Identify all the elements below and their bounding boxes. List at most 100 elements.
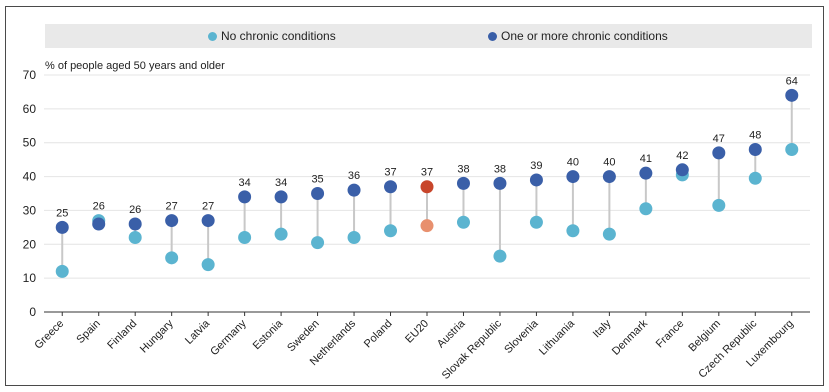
point-no-chronic-slovak-republic [493,249,507,263]
point-no-chronic-estonia [274,227,288,241]
point-one-or-more-denmark [639,166,653,180]
point-one-or-more-luxembourg [785,88,799,102]
point-no-chronic-greece [55,264,69,278]
point-one-or-more-poland [384,180,398,194]
x-tick-label-finland: Finland [105,318,139,352]
x-tick-label-france: France [654,318,687,351]
y-axis-title: % of people aged 50 years and older [45,60,225,72]
data-label-hungary: 27 [166,201,178,213]
data-label-finland: 26 [129,204,141,216]
x-tick-label-austria: Austria [435,317,468,350]
data-label-italy: 40 [603,157,615,169]
y-tick-label-70: 70 [23,68,37,82]
point-no-chronic-slovenia [529,215,543,229]
point-one-or-more-france [675,163,689,177]
point-no-chronic-poland [384,224,398,238]
y-tick-label-0: 0 [29,305,36,319]
x-tick-label-italy: Italy [591,317,614,340]
y-axis: 0 10 20 30 40 50 60 70 [23,68,37,319]
x-tick-label-belgium: Belgium [686,318,723,355]
data-label-germany: 34 [238,177,250,189]
point-one-or-more-austria [456,176,470,190]
data-label-slovak-republic: 38 [494,163,506,175]
data-label-belgium: 47 [713,133,725,145]
x-tick-label-latvia: Latvia [183,317,213,347]
point-one-or-more-estonia [274,190,288,204]
y-tick-label-20: 20 [23,237,37,251]
chart-frame [5,6,824,386]
legend-marker-one-or-more [488,31,497,41]
legend-item-no-chronic: No chronic conditions [208,29,336,43]
x-tick-label-eu20: EU20 [403,318,431,346]
y-tick-label-60: 60 [23,102,37,116]
x-tick-label-lithuania: Lithuania [537,317,578,358]
point-one-or-more-slovak-republic [493,176,507,190]
point-one-or-more-belgium [712,146,726,160]
point-one-or-more-hungary [165,214,179,228]
y-tick-label-40: 40 [23,170,37,184]
legend-label-one-or-more: One or more chronic conditions [501,29,668,43]
point-one-or-more-greece [55,220,69,234]
point-no-chronic-lithuania [566,224,580,238]
x-tick-label-spain: Spain [74,318,102,346]
point-no-chronic-hungary [165,251,179,265]
data-label-luxembourg: 64 [786,75,798,87]
point-one-or-more-slovenia [529,173,543,187]
point-one-or-more-sweden [311,187,325,200]
point-no-chronic-denmark [639,202,653,216]
x-tick-label-estonia: Estonia [251,317,286,352]
point-no-chronic-latvia [201,258,215,272]
data-label-czech-republic: 48 [749,129,761,141]
point-no-chronic-netherlands [347,231,361,245]
point-one-or-more-finland [128,217,142,231]
data-label-slovenia: 39 [530,160,542,172]
point-one-or-more-germany [238,190,252,204]
point-no-chronic-austria [456,215,470,229]
point-no-chronic-finland [128,231,142,245]
point-no-chronic-luxembourg [785,142,799,156]
data-label-latvia: 27 [202,201,214,213]
x-tick-label-greece: Greece [32,318,66,352]
y-tick-label-10: 10 [23,271,37,285]
point-no-chronic-sweden [311,236,325,250]
point-one-or-more-italy [602,170,616,184]
x-tick-label-sweden: Sweden [285,318,322,355]
x-tick-label-poland: Poland [362,318,395,351]
data-label-netherlands: 36 [348,170,360,182]
data-label-poland: 37 [384,167,396,179]
data-label-lithuania: 40 [567,157,579,169]
y-tick-label-30: 30 [23,203,37,217]
x-tick-label-hungary: Hungary [138,317,176,355]
point-no-chronic-czech-republic [748,171,762,185]
data-label-spain: 26 [93,201,105,213]
data-points [55,88,799,278]
point-one-or-more-lithuania [566,170,580,184]
x-tick-label-denmark: Denmark [610,317,650,357]
point-no-chronic-germany [238,231,252,245]
data-labels: 25 26 26 27 27 34 34 35 36 37 37 38 38 39 40 40 41 42 47 48… [56,75,798,219]
data-label-greece: 25 [56,207,68,219]
x-tick-label-slovenia: Slovenia [502,317,541,356]
x-tick-label-germany: Germany [208,317,249,358]
legend-item-one-or-more: One or more chronic conditions [488,29,668,43]
point-one-or-more-eu20 [420,180,434,194]
point-no-chronic-eu20 [420,219,434,233]
data-label-france: 42 [676,150,688,162]
point-one-or-more-spain [92,217,106,231]
data-label-sweden: 35 [311,174,323,186]
data-label-eu20: 37 [421,167,433,179]
legend: No chronic conditions One or more chroni… [45,24,812,48]
y-tick-label-50: 50 [23,136,37,150]
data-label-estonia: 34 [275,177,287,189]
data-label-austria: 38 [457,163,469,175]
point-one-or-more-latvia [201,214,215,228]
legend-label-no-chronic: No chronic conditions [221,29,336,43]
data-label-denmark: 41 [640,153,652,165]
legend-marker-no-chronic [208,31,217,41]
point-no-chronic-belgium [712,198,726,212]
point-one-or-more-netherlands [347,183,361,197]
point-no-chronic-italy [602,227,616,241]
point-one-or-more-czech-republic [748,142,762,156]
